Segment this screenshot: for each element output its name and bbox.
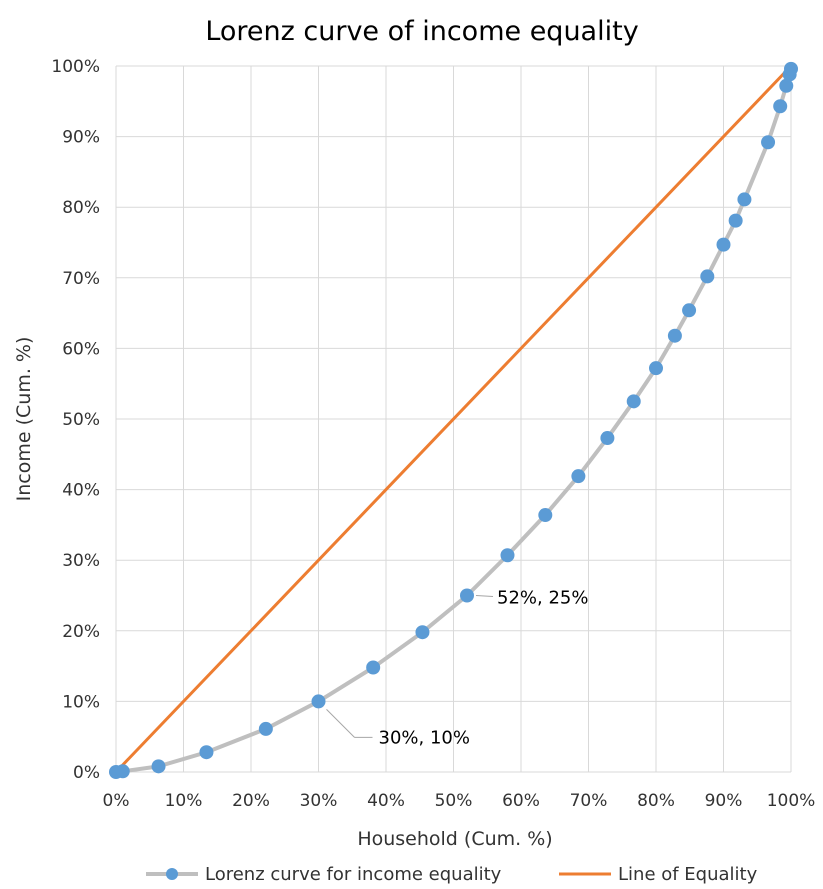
- lorenz-data-point: [366, 660, 381, 675]
- x-tick-label: 0%: [103, 791, 130, 811]
- lorenz-data-point: [700, 269, 715, 284]
- lorenz-data-point: [500, 548, 515, 563]
- lorenz-data-point: [151, 759, 166, 774]
- lorenz-data-point: [716, 237, 731, 252]
- x-tick-label: 70%: [570, 791, 608, 811]
- y-axis-ticks: 0% 10% 20% 30% 40% 50% 60% 70% 80% 90% 100%: [51, 57, 100, 783]
- x-tick-label: 30%: [300, 791, 338, 811]
- lorenz-data-point: [115, 764, 130, 779]
- lorenz-data-point: [649, 361, 663, 376]
- lorenz-data-point: [600, 431, 615, 446]
- lorenz-data-point: [199, 745, 214, 760]
- annotation-leader: [326, 709, 355, 738]
- legend-lorenz-label: Lorenz curve for income equality: [205, 864, 502, 885]
- x-tick-label: 50%: [435, 791, 473, 811]
- x-tick-label: 40%: [367, 791, 405, 811]
- y-tick-label: 0%: [73, 763, 100, 783]
- annotation-label: 52%, 25%: [497, 588, 588, 609]
- annotations: 30%, 10% 52%, 25%: [326, 588, 588, 748]
- lorenz-data-point: [773, 99, 788, 114]
- lorenz-data-point: [538, 508, 553, 523]
- lorenz-data-point: [784, 61, 798, 76]
- line-of-equality: [114, 64, 793, 774]
- x-axis-ticks: 0% 10% 20% 30% 40% 50% 60% 70% 80% 90% 100%: [103, 791, 816, 811]
- lorenz-data-point: [728, 213, 743, 228]
- lorenz-data-point: [667, 328, 682, 343]
- legend-lorenz-marker: [166, 868, 178, 880]
- legend: Lorenz curve for income equality Line of…: [146, 864, 758, 885]
- y-tick-label: 60%: [62, 339, 100, 359]
- x-tick-label: 90%: [705, 791, 743, 811]
- y-axis-label: Income (Cum. %): [13, 337, 35, 502]
- y-tick-label: 100%: [51, 57, 100, 77]
- lorenz-data-point: [571, 469, 586, 484]
- lorenz-data-point: [779, 78, 794, 93]
- lorenz-data-point: [761, 135, 776, 150]
- lorenz-data-point: [311, 694, 326, 709]
- annotation-leader: [475, 595, 494, 597]
- x-tick-label: 100%: [767, 791, 816, 811]
- lorenz-data-point: [460, 588, 474, 603]
- x-tick-label: 10%: [165, 791, 203, 811]
- y-tick-label: 20%: [62, 622, 100, 642]
- lorenz-curve-line: [115, 68, 793, 774]
- lorenz-data-point: [415, 625, 430, 640]
- y-tick-label: 70%: [62, 269, 100, 289]
- y-tick-label: 30%: [62, 551, 100, 571]
- chart-title: Lorenz curve of income equality: [205, 16, 638, 47]
- series-layer: [109, 61, 798, 779]
- x-tick-label: 20%: [232, 791, 270, 811]
- x-tick-label: 80%: [637, 791, 675, 811]
- lorenz-data-point: [626, 394, 641, 409]
- x-tick-label: 60%: [502, 791, 540, 811]
- grid-lines: [115, 65, 792, 773]
- lorenz-data-point: [258, 721, 273, 736]
- annotation-label: 30%, 10%: [379, 727, 470, 748]
- y-tick-label: 90%: [62, 128, 100, 148]
- y-tick-label: 40%: [62, 481, 100, 501]
- lorenz-data-point: [737, 192, 752, 207]
- lorenz-data-point: [682, 303, 697, 318]
- y-tick-label: 80%: [62, 198, 100, 218]
- y-tick-label: 50%: [62, 410, 100, 430]
- legend-equality-label: Line of Equality: [618, 864, 758, 885]
- y-tick-label: 10%: [62, 692, 100, 712]
- x-axis-label: Household (Cum. %): [357, 828, 552, 850]
